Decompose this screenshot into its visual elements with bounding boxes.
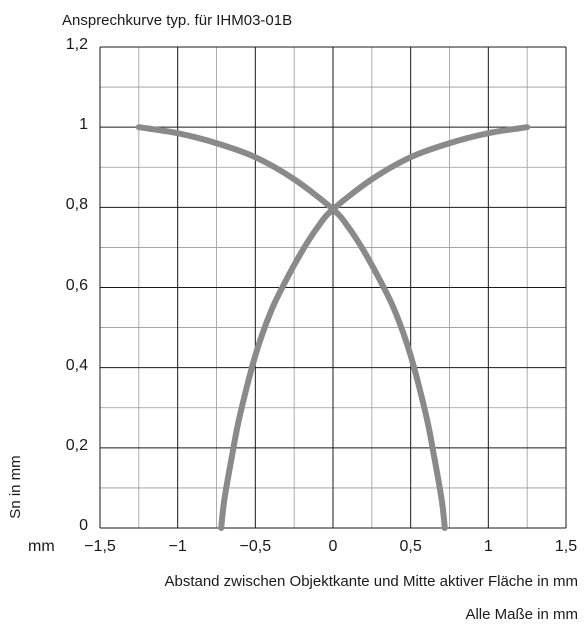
y-tick-label: 1 bbox=[79, 116, 88, 134]
y-tick-label: 0,8 bbox=[65, 196, 88, 214]
x-tick-label: −0,5 bbox=[239, 538, 272, 555]
x-tick-label: 0 bbox=[328, 538, 338, 555]
x-tick-label: −1,5 bbox=[84, 538, 116, 555]
y-tick-label: 0,2 bbox=[65, 436, 88, 454]
y-tick-label: 1,2 bbox=[65, 36, 88, 53]
major-grid bbox=[99, 46, 567, 529]
response-curve-1 bbox=[135, 124, 448, 531]
x-tick-label: 1 bbox=[483, 538, 493, 555]
y-tick-label: 0,6 bbox=[65, 276, 88, 294]
y-tick-label: 0,4 bbox=[65, 356, 88, 374]
footnote: Alle Maße in mm bbox=[465, 606, 578, 623]
x-unit-label: mm bbox=[28, 538, 55, 555]
x-axis-label: Abstand zwischen Objektkante und Mitte a… bbox=[164, 573, 578, 590]
response-curve-2 bbox=[218, 124, 531, 531]
y-axis-label: Sn in mm bbox=[7, 455, 24, 519]
x-tick-label: 1,5 bbox=[554, 538, 578, 555]
chart-title: Ansprechkurve typ. für IHM03-01B bbox=[62, 12, 293, 29]
x-tick-label: 0,5 bbox=[399, 538, 422, 555]
y-tick-label: 0 bbox=[79, 517, 88, 534]
x-tick-label: −1 bbox=[168, 538, 187, 555]
curves bbox=[135, 124, 531, 531]
